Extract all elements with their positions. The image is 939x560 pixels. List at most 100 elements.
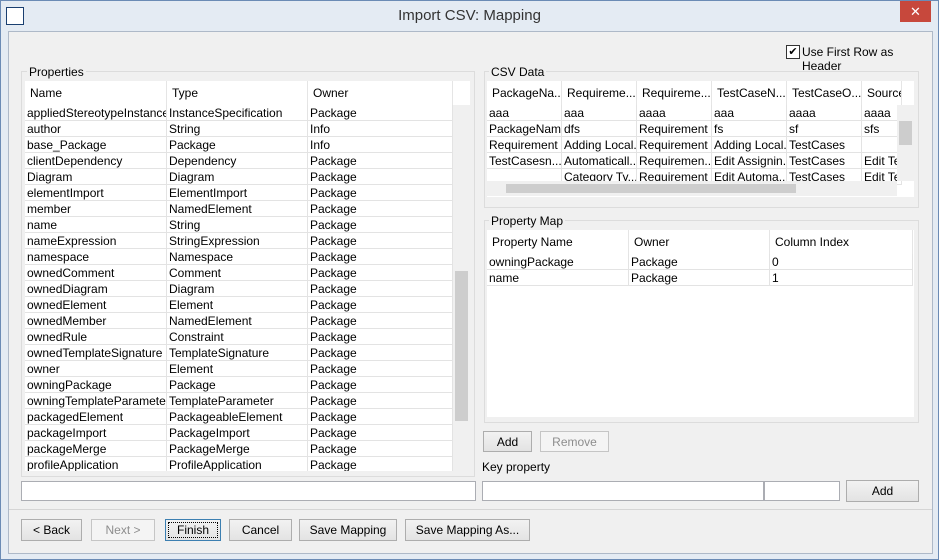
table-cell[interactable]: Package bbox=[308, 457, 453, 471]
cancel-button[interactable]: Cancel bbox=[229, 519, 292, 541]
table-cell[interactable]: Namespace bbox=[167, 249, 308, 265]
table-cell[interactable]: Edit Te bbox=[862, 153, 902, 169]
table-cell[interactable]: owningPackage bbox=[487, 254, 629, 270]
table-cell[interactable]: aaa bbox=[562, 105, 637, 121]
table-cell[interactable]: owningPackage bbox=[25, 377, 167, 393]
table-cell[interactable]: TestCasesn... bbox=[487, 153, 562, 169]
table-cell[interactable]: ownedRule bbox=[25, 329, 167, 345]
table-cell[interactable]: clientDependency bbox=[25, 153, 167, 169]
table-cell[interactable]: Requirement bbox=[637, 121, 712, 137]
table-cell[interactable]: Package bbox=[308, 185, 453, 201]
table-cell[interactable]: ownedMember bbox=[25, 313, 167, 329]
table-cell[interactable]: aaaa bbox=[862, 105, 902, 121]
table-cell[interactable]: Package bbox=[308, 105, 453, 121]
table-cell[interactable]: appliedStereotypeInstance bbox=[25, 105, 167, 121]
table-cell[interactable]: Requirement bbox=[637, 137, 712, 153]
table-cell[interactable]: Package bbox=[308, 377, 453, 393]
table-cell[interactable]: PackageableElement bbox=[167, 409, 308, 425]
table-cell[interactable]: Adding Local... bbox=[562, 137, 637, 153]
table-cell[interactable]: ownedElement bbox=[25, 297, 167, 313]
table-cell[interactable]: Element bbox=[167, 297, 308, 313]
table-cell[interactable]: packagedElement bbox=[25, 409, 167, 425]
table-cell[interactable]: 0 bbox=[770, 254, 913, 270]
table-cell[interactable]: Automaticall... bbox=[562, 153, 637, 169]
checkbox[interactable]: ✔ bbox=[786, 45, 800, 59]
checkbox-label[interactable]: Use First Row as Header bbox=[802, 45, 894, 73]
table-cell[interactable]: name bbox=[487, 270, 629, 286]
table-cell[interactable]: Info bbox=[308, 121, 453, 137]
table-cell[interactable]: owningTemplateParameter bbox=[25, 393, 167, 409]
table-cell[interactable] bbox=[862, 137, 902, 153]
table-cell[interactable]: Package bbox=[167, 377, 308, 393]
table-cell[interactable]: dfs bbox=[562, 121, 637, 137]
table-cell[interactable]: ElementImport bbox=[167, 185, 308, 201]
table-cell[interactable]: packageMerge bbox=[25, 441, 167, 457]
table-cell[interactable]: NamedElement bbox=[167, 313, 308, 329]
table-cell[interactable]: 1 bbox=[770, 270, 913, 286]
table-cell[interactable]: Package bbox=[308, 393, 453, 409]
table-cell[interactable]: Package bbox=[308, 361, 453, 377]
scrollbar-thumb[interactable] bbox=[899, 121, 912, 145]
scrollbar-thumb[interactable] bbox=[455, 271, 468, 421]
table-cell[interactable]: Package bbox=[308, 169, 453, 185]
finish-button[interactable]: Finish bbox=[165, 519, 221, 541]
table-cell[interactable]: nameExpression bbox=[25, 233, 167, 249]
table-cell[interactable]: TestCases bbox=[787, 153, 862, 169]
table-cell[interactable]: packageImport bbox=[25, 425, 167, 441]
table-cell[interactable]: ownedDiagram bbox=[25, 281, 167, 297]
save-mapping-button[interactable]: Save Mapping bbox=[299, 519, 397, 541]
table-cell[interactable]: Package bbox=[308, 297, 453, 313]
save-mapping-as-button[interactable]: Save Mapping As... bbox=[405, 519, 530, 541]
table-cell[interactable]: Package bbox=[308, 441, 453, 457]
table-cell[interactable]: PackageName bbox=[487, 121, 562, 137]
text-field[interactable] bbox=[764, 481, 840, 501]
table-cell[interactable]: TemplateParameter bbox=[167, 393, 308, 409]
close-button[interactable]: ✕ bbox=[900, 1, 931, 22]
table-cell[interactable]: Package bbox=[308, 249, 453, 265]
table-cell[interactable]: author bbox=[25, 121, 167, 137]
scrollbar-thumb[interactable] bbox=[506, 184, 796, 193]
add-button[interactable]: Add bbox=[483, 431, 532, 452]
table-cell[interactable]: Package bbox=[308, 233, 453, 249]
table-cell[interactable]: TemplateSignature bbox=[167, 345, 308, 361]
table-cell[interactable]: Package bbox=[308, 313, 453, 329]
table-cell[interactable]: Package bbox=[308, 265, 453, 281]
table-cell[interactable]: ProfileApplication bbox=[167, 457, 308, 471]
table-cell[interactable]: Package bbox=[308, 329, 453, 345]
table-cell[interactable]: aaa bbox=[712, 105, 787, 121]
table-cell[interactable]: sfs bbox=[862, 121, 902, 137]
table-cell[interactable]: PackageImport bbox=[167, 425, 308, 441]
table-cell[interactable]: ownedComment bbox=[25, 265, 167, 281]
table-cell[interactable]: Adding Local... bbox=[712, 137, 787, 153]
table-cell[interactable]: base_Package bbox=[25, 137, 167, 153]
table-cell[interactable]: Requirement bbox=[487, 137, 562, 153]
back-button[interactable]: < Back bbox=[21, 519, 82, 541]
table-cell[interactable]: Package bbox=[308, 345, 453, 361]
table-cell[interactable]: Constraint bbox=[167, 329, 308, 345]
table-cell[interactable]: aaa bbox=[487, 105, 562, 121]
table-cell[interactable]: member bbox=[25, 201, 167, 217]
add-key-button[interactable]: Add bbox=[846, 480, 919, 502]
table-cell[interactable]: InstanceSpecification bbox=[167, 105, 308, 121]
table-cell[interactable]: Requiremen... bbox=[637, 153, 712, 169]
table-cell[interactable]: Diagram bbox=[167, 281, 308, 297]
table-cell[interactable]: name bbox=[25, 217, 167, 233]
table-cell[interactable]: Edit Assignin... bbox=[712, 153, 787, 169]
table-cell[interactable]: Package bbox=[629, 254, 770, 270]
text-field[interactable] bbox=[21, 481, 476, 501]
table-cell[interactable]: Package bbox=[167, 137, 308, 153]
table-cell[interactable]: fs bbox=[712, 121, 787, 137]
table-cell[interactable]: Element bbox=[167, 361, 308, 377]
table-cell[interactable]: String bbox=[167, 121, 308, 137]
table-cell[interactable]: owner bbox=[25, 361, 167, 377]
table-cell[interactable]: Package bbox=[308, 409, 453, 425]
table-cell[interactable]: aaaa bbox=[787, 105, 862, 121]
table-cell[interactable]: aaaa bbox=[637, 105, 712, 121]
table-cell[interactable]: Package bbox=[308, 425, 453, 441]
table-cell[interactable]: Package bbox=[308, 201, 453, 217]
table-cell[interactable]: Dependency bbox=[167, 153, 308, 169]
table-cell[interactable]: TestCases bbox=[787, 137, 862, 153]
table-cell[interactable]: Comment bbox=[167, 265, 308, 281]
table-cell[interactable]: NamedElement bbox=[167, 201, 308, 217]
table-cell[interactable]: Package bbox=[308, 153, 453, 169]
